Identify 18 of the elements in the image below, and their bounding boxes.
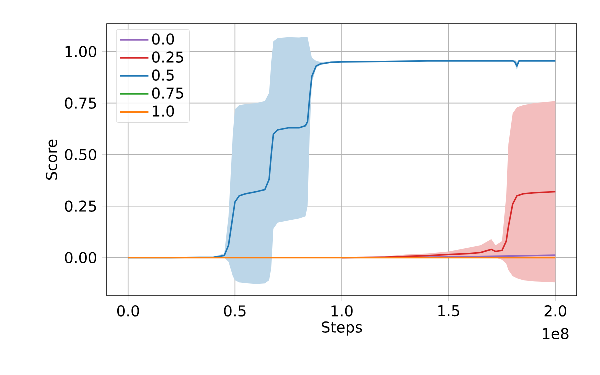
legend-label: 1.0 <box>153 106 174 117</box>
legend-label: 0.75 <box>152 88 184 99</box>
legend-label: 0.5 <box>152 70 174 81</box>
x-tick-label: 2.0 <box>544 305 567 317</box>
y-tick-label: 0.50 <box>65 149 97 161</box>
y-tick-label: 0.75 <box>65 98 96 109</box>
legend-label: 0.25 <box>152 52 184 63</box>
y-axis-title: Score <box>46 140 58 180</box>
x-tick-label: 1.5 <box>438 306 460 317</box>
x-tick-label: 0.5 <box>224 305 246 317</box>
x-tick-label: 1.0 <box>332 305 353 317</box>
legend-label: 0.0 <box>152 34 174 45</box>
y-tick-label: 0.00 <box>65 252 97 264</box>
y-tick-label: 1.00 <box>66 46 97 58</box>
y-tick-label: 0.25 <box>65 200 96 212</box>
x-tick-label: 0.0 <box>117 305 140 317</box>
text: 1e8 <box>543 328 569 340</box>
x-axis-title: Steps <box>322 322 362 336</box>
